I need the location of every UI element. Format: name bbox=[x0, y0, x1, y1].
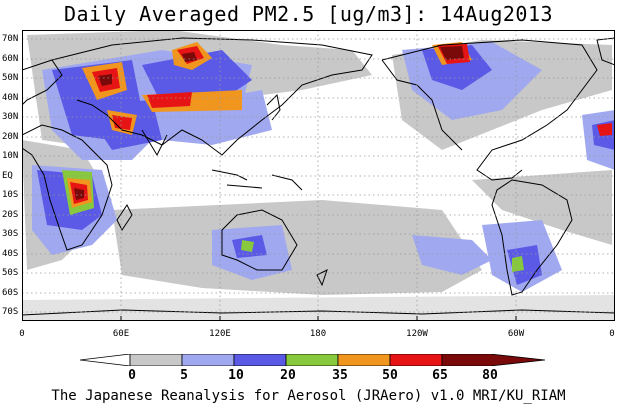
lon-label: 60W bbox=[507, 329, 525, 339]
lat-label: 60S bbox=[2, 288, 19, 298]
lon-label: 120E bbox=[209, 329, 231, 339]
grid-lines bbox=[22, 30, 615, 321]
lon-label: 0 bbox=[19, 329, 25, 339]
map-title: Daily Averaged PM2.5 [ug/m3]: 14Aug2013 bbox=[63, 2, 554, 26]
colorbar bbox=[80, 354, 546, 366]
colorbar-bin bbox=[181, 354, 235, 366]
lon-label: 60E bbox=[112, 329, 130, 339]
colorbar-bin bbox=[233, 354, 287, 366]
lon-label: 0 bbox=[609, 329, 615, 339]
colorbar-bin bbox=[129, 354, 183, 366]
lat-label: EQ bbox=[2, 171, 13, 181]
pm25-map bbox=[22, 30, 615, 321]
map-frame bbox=[22, 30, 615, 321]
colorbar-label: 35 bbox=[332, 368, 348, 383]
lat-label: 20S bbox=[2, 210, 19, 220]
lat-label: 30S bbox=[2, 229, 19, 239]
colorbar-bin bbox=[285, 354, 339, 366]
colorbar-label: 0 bbox=[128, 368, 136, 383]
lat-label: 10S bbox=[2, 190, 19, 200]
colorbar-max-arrow bbox=[441, 354, 546, 366]
colorbar-label: 65 bbox=[432, 368, 448, 383]
colorbar-label: 80 bbox=[482, 368, 498, 383]
colorbar-label: 50 bbox=[382, 368, 398, 383]
lat-label: 50S bbox=[2, 268, 19, 278]
lat-label: 70N bbox=[2, 34, 19, 44]
lat-label: 40S bbox=[2, 249, 19, 259]
lat-label: 40N bbox=[2, 93, 19, 103]
lat-label: 20N bbox=[2, 132, 19, 142]
colorbar-label: 20 bbox=[280, 368, 296, 383]
colorbar-label: 10 bbox=[228, 368, 244, 383]
lat-label: 70S bbox=[2, 307, 19, 317]
footer-credit: The Japanese Reanalysis for Aerosol (JRA… bbox=[51, 388, 566, 404]
lat-label: 30N bbox=[2, 112, 19, 122]
lat-label: 10N bbox=[2, 151, 19, 161]
lon-label: 180 bbox=[309, 329, 327, 339]
lon-label: 120W bbox=[406, 329, 428, 339]
lat-label: 50N bbox=[2, 73, 19, 83]
colorbar-bin bbox=[337, 354, 391, 366]
coastlines bbox=[22, 37, 615, 316]
lat-label: 60N bbox=[2, 54, 19, 64]
pm25-shading bbox=[22, 30, 615, 321]
colorbar-min-arrow bbox=[80, 354, 131, 366]
colorbar-bin bbox=[389, 354, 443, 366]
colorbar-label: 5 bbox=[180, 368, 188, 383]
